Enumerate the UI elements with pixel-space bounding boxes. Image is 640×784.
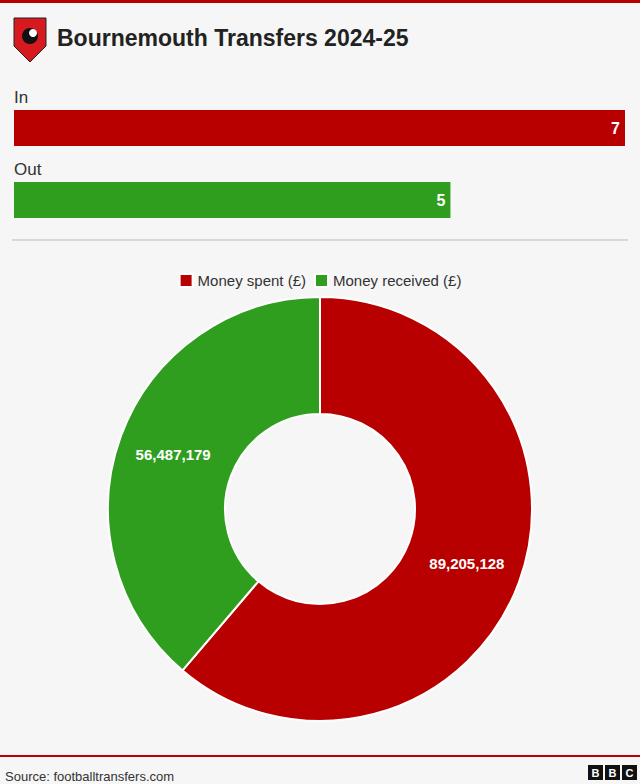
svg-text:7: 7 [611, 120, 620, 137]
svg-text:89,205,128: 89,205,128 [429, 555, 504, 572]
svg-text:56,487,179: 56,487,179 [136, 446, 211, 463]
svg-text:C: C [626, 767, 634, 779]
svg-text:Out: Out [14, 160, 42, 179]
svg-text:B: B [609, 767, 617, 779]
svg-text:B: B [592, 767, 600, 779]
svg-text:5: 5 [437, 192, 446, 209]
svg-text:In: In [14, 88, 28, 107]
svg-text:Money spent (£): Money spent (£) [198, 272, 306, 289]
svg-text:Source: footballtransfers.com: Source: footballtransfers.com [5, 769, 174, 784]
svg-text:Bournemouth Transfers 2024-25: Bournemouth Transfers 2024-25 [57, 25, 409, 51]
svg-text:Money received (£): Money received (£) [333, 272, 461, 289]
